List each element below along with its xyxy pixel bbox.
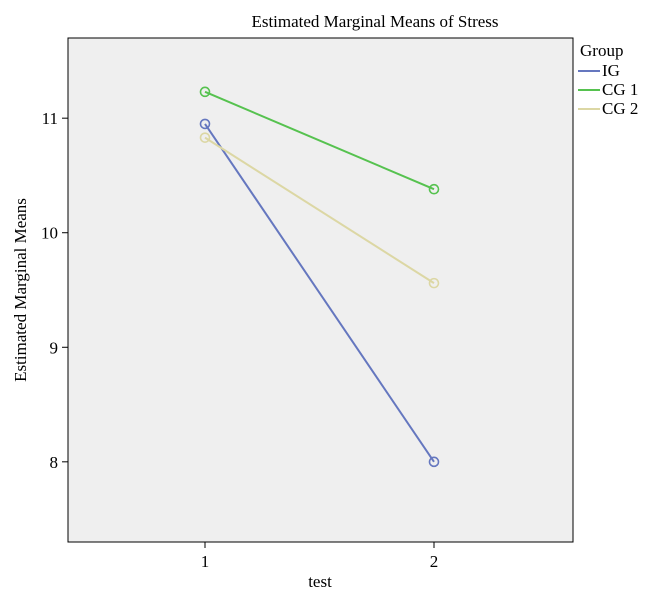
series-line-cg-2 [204,136,435,284]
data-point-ig [199,118,211,130]
x-tick-label: 1 [201,552,210,571]
legend-label-ig: IG [602,61,620,80]
data-point-cg-1 [428,183,440,195]
series-group [199,86,440,468]
data-point-ig [428,456,440,468]
y-tick-label: 11 [42,109,58,128]
data-point-cg-2 [199,132,211,143]
series-line-cg-1 [204,90,435,191]
legend-title: Group [580,41,623,60]
y-axis-label: Estimated Marginal Means [11,198,30,382]
y-tick-label: 10 [41,224,58,243]
legend-label-cg-1: CG 1 [602,80,638,99]
y-tick-label: 9 [50,338,59,357]
y-axis: 8 9 10 11 [41,109,68,472]
plot-area [67,37,574,543]
series-line-ig [204,123,435,463]
x-axis-label: test [308,572,332,591]
data-point-cg-1 [199,86,211,98]
legend-label-cg-2: CG 2 [602,99,638,118]
y-tick-label: 8 [50,453,59,472]
data-point-cg-2 [428,277,440,289]
chart-title: Estimated Marginal Means of Stress [251,12,498,31]
x-tick-label: 2 [430,552,439,571]
